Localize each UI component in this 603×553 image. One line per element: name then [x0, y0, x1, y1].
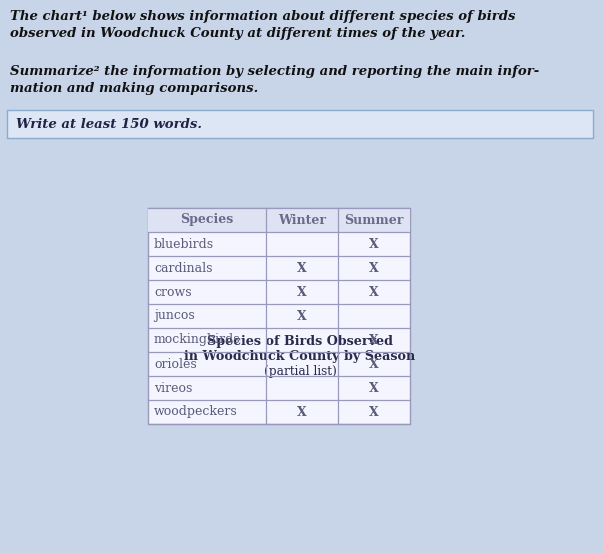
Text: Species of Birds Observed: Species of Birds Observed	[207, 335, 393, 348]
Text: Winter: Winter	[278, 213, 326, 227]
Bar	[148, 208, 410, 424]
Text: The chart¹ below shows information about different species of birds
observed in : The chart¹ below shows information about…	[10, 10, 516, 40]
Text: X: X	[369, 333, 379, 347]
Bar	[148, 208, 410, 232]
Text: woodpeckers: woodpeckers	[154, 405, 238, 419]
Text: X: X	[297, 405, 307, 419]
Text: in Woodchuck County by Season: in Woodchuck County by Season	[185, 350, 415, 363]
Text: X: X	[369, 262, 379, 274]
Text: crows: crows	[154, 285, 192, 299]
Text: X: X	[369, 357, 379, 371]
Text: X: X	[297, 262, 307, 274]
Text: X: X	[297, 285, 307, 299]
Text: X: X	[369, 382, 379, 394]
Text: Species: Species	[180, 213, 233, 227]
Text: X: X	[369, 285, 379, 299]
Text: X: X	[297, 310, 307, 322]
Text: vireos: vireos	[154, 382, 192, 394]
Text: juncos: juncos	[154, 310, 195, 322]
Text: Write at least 150 words.: Write at least 150 words.	[16, 117, 202, 131]
Text: Summer: Summer	[344, 213, 403, 227]
Text: (partial list): (partial list)	[264, 365, 336, 378]
FancyBboxPatch shape	[7, 110, 593, 138]
Text: orioles: orioles	[154, 357, 197, 371]
Text: Summarize² the information by selecting and reporting the main infor-
mation and: Summarize² the information by selecting …	[10, 65, 539, 95]
Text: mockingbirds: mockingbirds	[154, 333, 241, 347]
Text: bluebirds: bluebirds	[154, 237, 214, 251]
Text: X: X	[369, 237, 379, 251]
Text: X: X	[369, 405, 379, 419]
Text: cardinals: cardinals	[154, 262, 212, 274]
